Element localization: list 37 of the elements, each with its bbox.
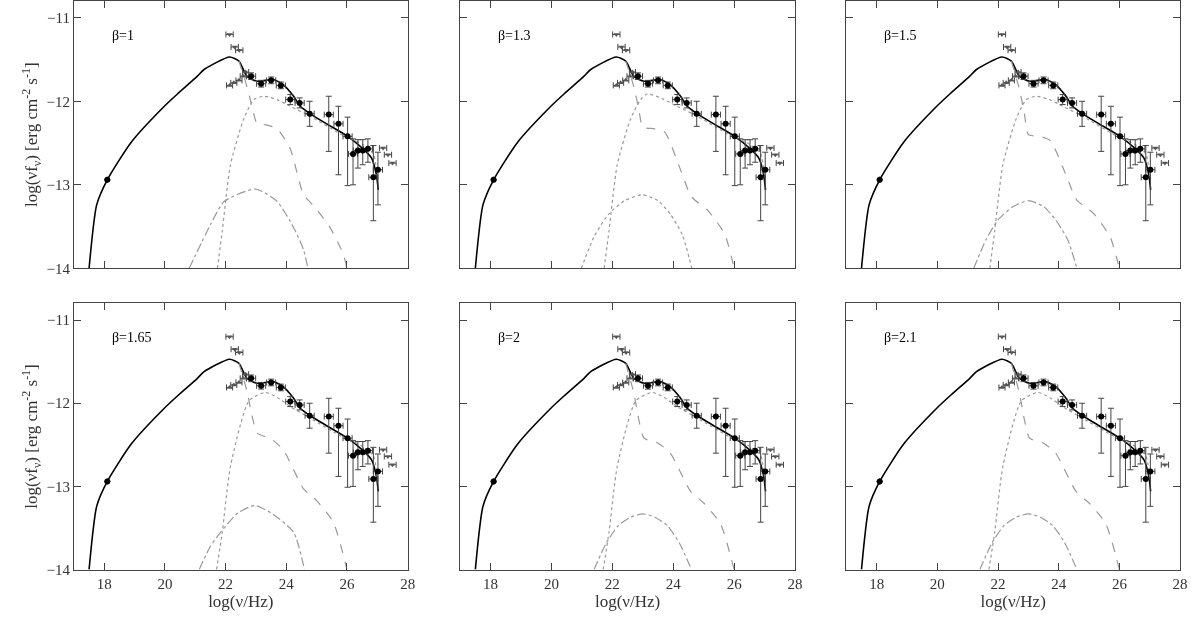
x-tick-label: 24 xyxy=(1051,575,1067,592)
x-tick-label: 20 xyxy=(543,575,559,592)
y-tick-label: −11 xyxy=(47,9,70,26)
x-tick-label: 22 xyxy=(604,575,620,592)
x-tick-label: 18 xyxy=(96,575,112,592)
x-tick-label: 24 xyxy=(665,575,682,592)
annotation: β=1.65 xyxy=(112,330,152,345)
x-tick-label: 18 xyxy=(483,575,499,592)
annotation: β=1.5 xyxy=(884,28,917,43)
y-tick-label: −13 xyxy=(46,177,70,194)
y-tick-label: −14 xyxy=(46,260,71,277)
y-tick-label: −12 xyxy=(46,395,70,412)
line-series xyxy=(88,358,380,570)
x-tick-label: 26 xyxy=(726,575,743,592)
x-tick-label: 20 xyxy=(929,575,945,592)
x-axis-title: log(ν/Hz) xyxy=(208,591,274,611)
annotation: β=2 xyxy=(498,330,521,345)
y-tick-label: −12 xyxy=(46,93,70,110)
x-tick-label: 26 xyxy=(1111,575,1128,592)
x-tick-label: 20 xyxy=(157,575,173,592)
y-tick-label: −14 xyxy=(46,561,71,578)
x-axis-title: log(ν/Hz) xyxy=(980,591,1046,611)
annotation: β=1.3 xyxy=(498,28,531,43)
x-tick-label: 28 xyxy=(787,575,803,592)
x-tick-label: 22 xyxy=(990,575,1006,592)
y-tick-label: −11 xyxy=(47,312,70,329)
x-tick-label: 28 xyxy=(400,575,416,592)
x-tick-label: 18 xyxy=(869,575,885,592)
x-tick-label: 26 xyxy=(339,575,355,592)
annotation: β=2.1 xyxy=(884,330,917,345)
y-tick-label: −13 xyxy=(46,478,70,495)
x-tick-label: 24 xyxy=(278,575,295,592)
x-axis-title: log(ν/Hz) xyxy=(594,591,661,611)
annotation: β=1 xyxy=(112,28,135,43)
x-tick-label: 22 xyxy=(218,575,234,592)
x-tick-label: 28 xyxy=(1172,575,1188,592)
line-series xyxy=(88,56,380,269)
